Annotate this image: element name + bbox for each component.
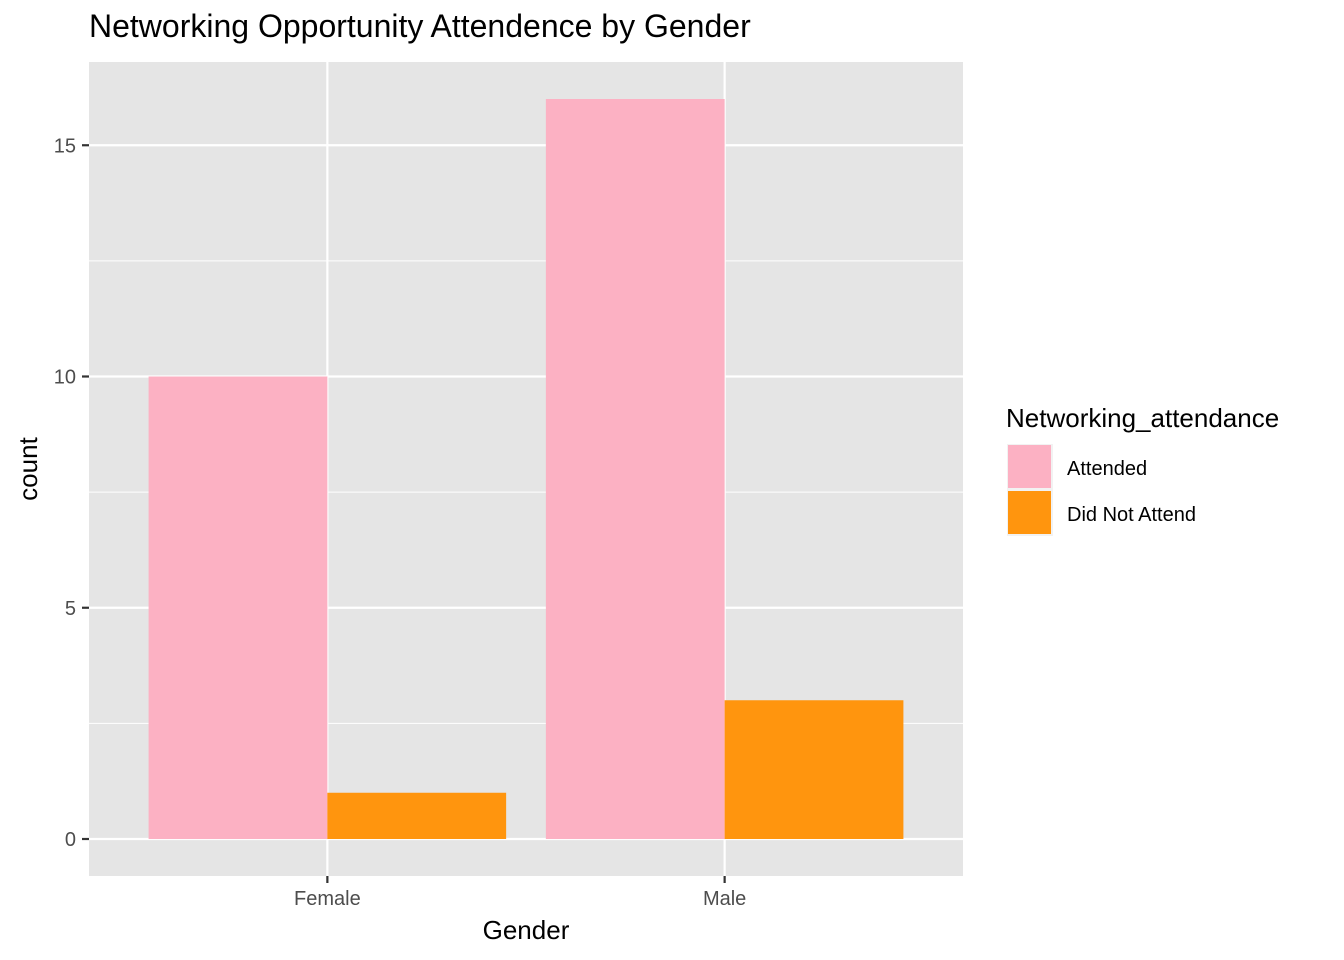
bar: [327, 792, 507, 839]
legend-title: Networking_attendance: [1006, 403, 1279, 433]
legend-swatch: [1008, 445, 1051, 488]
y-axis: 0 5 10 15: [54, 135, 89, 851]
chart-title: Networking Opportunity Attendence by Gen…: [89, 8, 751, 44]
x-axis: Female Male: [294, 876, 746, 910]
y-axis-title: count: [13, 436, 43, 500]
legend-label: Did Not Attend: [1067, 504, 1196, 526]
y-tick-label: 0: [65, 829, 76, 851]
legend-label: Attended: [1067, 458, 1147, 480]
bar: [724, 700, 904, 839]
x-tick-label: Male: [703, 888, 746, 910]
bars-group: [148, 99, 904, 839]
bar: [545, 99, 725, 839]
y-tick-label: 5: [65, 598, 76, 620]
y-tick-label: 15: [54, 135, 76, 157]
x-tick-label: Female: [294, 888, 361, 910]
legend-swatch: [1008, 491, 1051, 534]
y-tick-label: 10: [54, 367, 76, 389]
x-axis-title: Gender: [483, 915, 570, 945]
legend: Networking_attendance Attended Did Not At…: [1006, 403, 1279, 536]
bar: [148, 376, 328, 839]
